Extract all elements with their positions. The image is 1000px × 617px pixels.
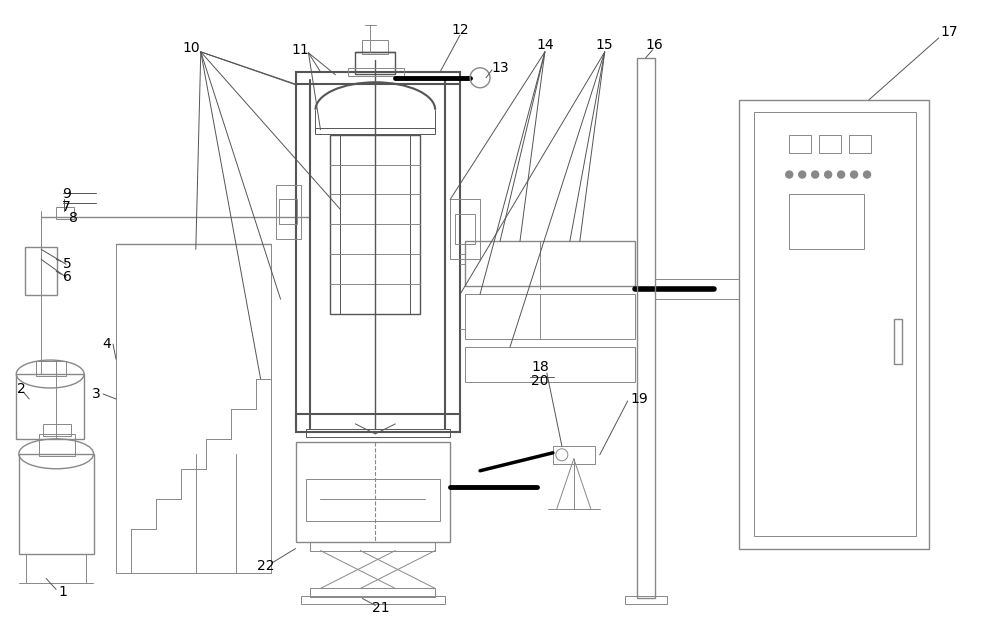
Text: 2: 2 [17,382,26,396]
Bar [450,199,480,259]
Bar [330,135,420,314]
Bar [306,429,450,437]
Bar [310,589,435,597]
Text: 12: 12 [451,23,469,37]
Bar [465,294,635,339]
Bar [36,361,66,376]
Bar [754,112,916,536]
Circle shape [851,171,858,178]
Bar [296,72,460,84]
Bar [315,128,435,134]
Bar [25,247,57,295]
Bar [819,135,841,152]
Text: 6: 6 [63,270,72,284]
Bar [355,52,395,74]
Bar [16,374,84,439]
Text: 9: 9 [62,188,71,202]
Bar [296,414,460,432]
Bar [39,434,75,456]
Bar [362,40,388,54]
Bar [43,424,71,436]
Bar [739,100,929,549]
Bar [19,454,94,553]
Text: 15: 15 [596,38,614,52]
Text: 11: 11 [292,43,309,57]
Text: 5: 5 [63,257,72,271]
Bar [789,194,864,249]
Bar [296,442,450,542]
Bar [465,347,635,382]
Bar [553,446,595,464]
Text: 19: 19 [631,392,649,406]
Text: 13: 13 [491,61,509,75]
Text: 20: 20 [531,374,549,388]
Bar [301,597,445,605]
Text: 22: 22 [257,558,274,573]
Text: 10: 10 [182,41,200,55]
Circle shape [864,171,871,178]
Bar [455,215,475,244]
Circle shape [799,171,806,178]
Circle shape [812,171,819,178]
Bar [310,542,435,550]
Text: 4: 4 [102,337,111,351]
Bar [637,58,655,598]
Bar [348,68,404,76]
Text: 7: 7 [62,201,71,215]
Text: 8: 8 [69,212,78,225]
Bar [789,135,811,152]
Bar [465,241,635,286]
Circle shape [786,171,793,178]
Circle shape [838,171,845,178]
Bar [56,207,74,220]
Bar [849,135,871,152]
Text: 1: 1 [59,586,68,600]
Text: 16: 16 [646,38,663,52]
Text: 21: 21 [372,602,389,615]
Bar [279,199,297,225]
Bar [625,597,667,605]
Text: 17: 17 [940,25,958,39]
Bar [894,319,902,364]
Circle shape [825,171,832,178]
Bar [276,184,301,239]
Text: 18: 18 [531,360,549,374]
Text: 3: 3 [92,387,101,401]
Text: 14: 14 [536,38,554,52]
Bar [306,479,440,521]
